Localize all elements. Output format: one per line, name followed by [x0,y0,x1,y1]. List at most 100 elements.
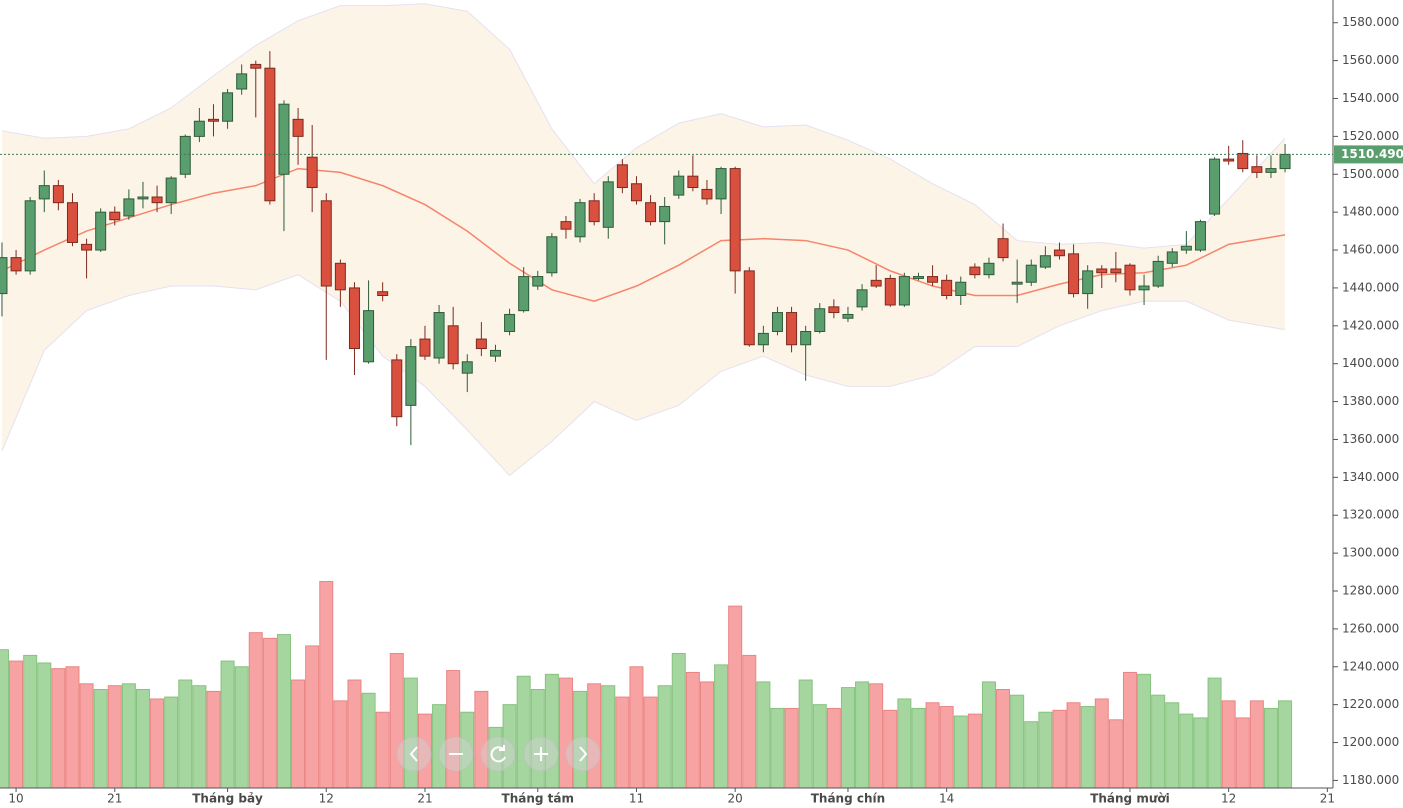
scroll-right-button[interactable] [565,736,601,772]
volume-bar [93,689,108,789]
y-tick-label: 1440.000 [1342,280,1399,294]
candle-body [687,175,699,189]
volume-bar [1122,671,1137,789]
candle-body [363,310,375,363]
volume-bar [1010,694,1025,789]
volume-bar [164,696,179,789]
candle-body [969,266,981,276]
volume-bar [1278,700,1293,789]
volume-bar [206,690,221,789]
volume-bar [1151,694,1166,789]
candle-body [983,262,995,276]
y-tick-label: 1220.000 [1342,697,1399,711]
candle-body [1223,158,1235,162]
volume-bar [262,637,277,789]
candle-body [1039,255,1051,268]
last-price-label: 1510.490 [1341,147,1403,161]
volume-bar [107,685,122,789]
volume-bar [234,666,249,789]
candle-body [1068,253,1080,295]
last-price-tag [1334,145,1403,164]
volume-bar [1094,698,1109,789]
candle-body [701,188,713,200]
candle-body [165,177,177,204]
candle-body [1124,264,1136,291]
y-tick-label: 1460.000 [1342,243,1399,257]
volume-bar [996,689,1011,789]
candle-body [433,312,445,359]
x-tick-label: Tháng mười [1090,792,1170,806]
candle-body [81,243,93,251]
volume-bar [714,664,729,789]
candle-body [38,185,50,200]
volume-bar [248,632,263,789]
candle-body [1110,268,1122,274]
candle-body [828,306,840,314]
candle-body [193,120,205,137]
volume-bar [1179,713,1194,789]
candle-body [560,221,572,230]
volume-bar [9,660,24,789]
candle-body [955,281,967,297]
volume-bar [1052,709,1067,789]
volume-bar [1066,702,1081,789]
volume-bar [869,683,884,789]
candle-body [66,202,78,243]
navigation-controls [396,736,601,772]
volume-bar [1024,721,1039,789]
y-tick-label: 1560.000 [1342,53,1399,67]
candle-body [532,276,544,287]
zoom-out-button[interactable] [438,736,474,772]
candle-body [447,325,459,365]
candle-body [264,67,276,202]
scroll-left-button[interactable] [396,736,432,772]
candle-body [334,262,346,291]
candle-body [10,257,22,272]
candle-body [348,287,360,350]
candle-body [757,332,769,346]
bollinger-middle [1,167,1286,302]
candle-body [574,202,586,238]
y-tick-label: 1300.000 [1342,546,1399,560]
y-tick-label: 1180.000 [1342,773,1399,787]
candle-body [306,156,318,189]
volume-bar [897,698,912,789]
candle-body [1082,270,1094,295]
candle-body [137,196,149,200]
volume-bar [1235,717,1250,789]
y-tick-label: 1400.000 [1342,356,1399,370]
volume-bar [826,707,841,789]
candle-body [1096,268,1108,274]
candle-body [377,291,389,297]
volume-bar [544,673,559,789]
volume-bar [1207,677,1222,789]
y-tick-label: 1520.000 [1342,129,1399,143]
x-tick-label: Tháng bảy [192,792,263,806]
x-tick-label: 21 [417,792,432,806]
candle-body [997,238,1009,259]
reset-button[interactable] [480,736,516,772]
volume-bar [135,689,150,789]
volume-bar [23,654,38,789]
volume-bar [1263,707,1278,789]
volume-bar [925,702,940,789]
zoom-in-button[interactable] [523,736,559,772]
bollinger-lower [1,274,1286,477]
volume-bar [953,715,968,789]
candle-body [912,276,924,279]
x-tick-label: Tháng chín [811,792,885,806]
candle-body [236,73,248,90]
x-tick-label: 12 [1221,792,1236,806]
candle-body [602,181,614,228]
candle-body [0,257,8,295]
x-tick-label: 21 [107,792,122,806]
volume-bar [291,679,306,789]
y-tick-label: 1200.000 [1342,735,1399,749]
volume-bar [150,698,165,789]
candle-body [391,359,403,418]
candle-body [1279,153,1291,170]
volume-bar [657,685,672,789]
candle-body [489,349,501,357]
volume-bar [319,581,334,789]
candle-body [1025,264,1037,283]
